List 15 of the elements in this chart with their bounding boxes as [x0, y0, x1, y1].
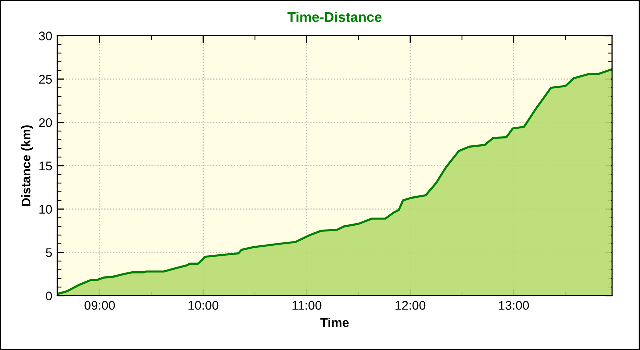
x-tick-label: 11:00 [292, 301, 322, 310]
y-tick-label: 10 [40, 205, 52, 214]
y-tick-label: 20 [39, 118, 52, 128]
y-tick-label: 0 [46, 292, 52, 301]
x-tick-label: 13:00 [499, 301, 530, 310]
chart-title: Time-Distance [288, 12, 382, 22]
y-tick-label: 15 [40, 162, 52, 171]
x-axis-title: Time [320, 318, 349, 328]
x-tick-label: 12:00 [396, 301, 426, 310]
y-tick-label: 30 [39, 32, 52, 41]
y-tick-label: 25 [39, 75, 52, 84]
y-tick-label: 5 [46, 248, 52, 258]
x-tick-label: 10:00 [188, 301, 219, 310]
y-axis-title: Distance (km) [22, 126, 34, 206]
x-tick-label: 09:00 [84, 301, 116, 310]
